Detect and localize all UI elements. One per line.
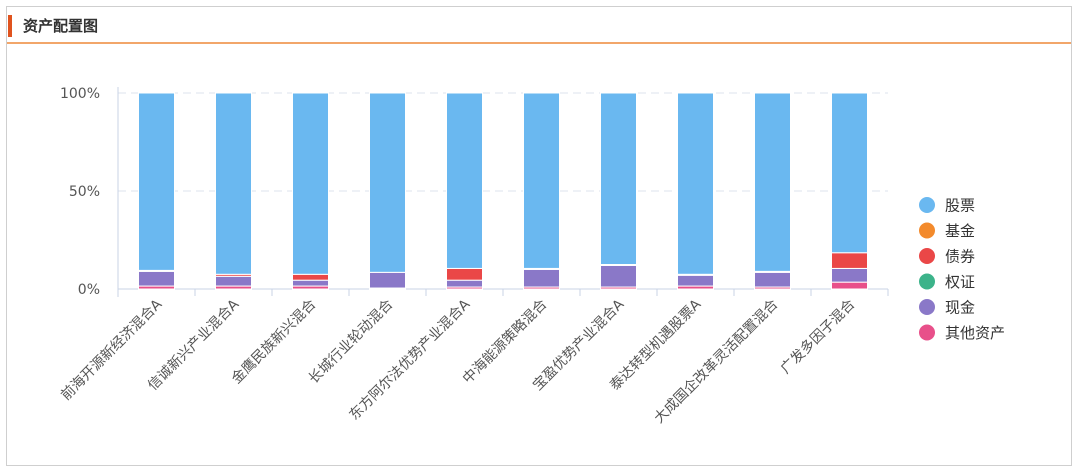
bar-segment xyxy=(446,92,483,269)
bar-segment xyxy=(831,267,868,283)
bar-segment xyxy=(446,279,483,288)
panel-title: 资产配置图 xyxy=(23,17,99,35)
bar-segment xyxy=(138,92,175,271)
bar-segment xyxy=(677,274,714,287)
x-category-label: 广发多因子混合 xyxy=(777,296,858,377)
bar-segment xyxy=(523,268,560,288)
x-category-label: 大成国企改革灵活配置混合 xyxy=(651,296,782,427)
legend-swatch xyxy=(919,324,935,341)
x-category-label: 中海能源策略混合 xyxy=(459,296,550,387)
legend-swatch xyxy=(919,273,935,290)
legend-label: 股票 xyxy=(945,197,975,215)
legend-label: 权证 xyxy=(945,273,975,291)
header-accent-bar xyxy=(8,15,12,37)
x-category-label: 长城行业轮动混合 xyxy=(306,297,397,388)
legend-swatch xyxy=(919,197,935,213)
legend-swatch xyxy=(919,299,935,315)
legend-swatch xyxy=(919,222,935,239)
bar-segment xyxy=(215,92,252,275)
bar-segment xyxy=(523,92,560,269)
bar-segment xyxy=(831,281,868,290)
bar-segment xyxy=(600,264,637,288)
bar-segment xyxy=(677,92,714,275)
legend-label: 现金 xyxy=(945,299,975,317)
bar-segment xyxy=(831,92,868,254)
legend-swatch xyxy=(919,248,935,264)
bar-segment xyxy=(292,279,329,287)
bar-segment xyxy=(754,92,791,272)
bar-segment xyxy=(754,271,791,288)
bar-segment xyxy=(292,92,329,275)
bar-segment xyxy=(215,275,252,287)
bar-segment xyxy=(831,252,868,269)
bar-segment xyxy=(138,270,175,287)
legend-label: 债券 xyxy=(945,248,975,266)
bar-segment xyxy=(600,92,637,265)
panel-header: 资产配置图 xyxy=(7,7,1071,44)
bar-segment xyxy=(369,92,406,273)
legend-label: 其他资产 xyxy=(945,324,1005,342)
bar-segment xyxy=(446,267,483,281)
y-tick-label: 0% xyxy=(78,282,100,298)
x-category-label: 金鹰民族新兴混合 xyxy=(229,297,320,388)
y-tick-label: 50% xyxy=(69,184,100,200)
legend-label: 基金 xyxy=(945,222,975,240)
bar-segment xyxy=(369,271,406,289)
y-tick-label: 100% xyxy=(60,86,100,102)
bar-segment xyxy=(292,273,329,281)
